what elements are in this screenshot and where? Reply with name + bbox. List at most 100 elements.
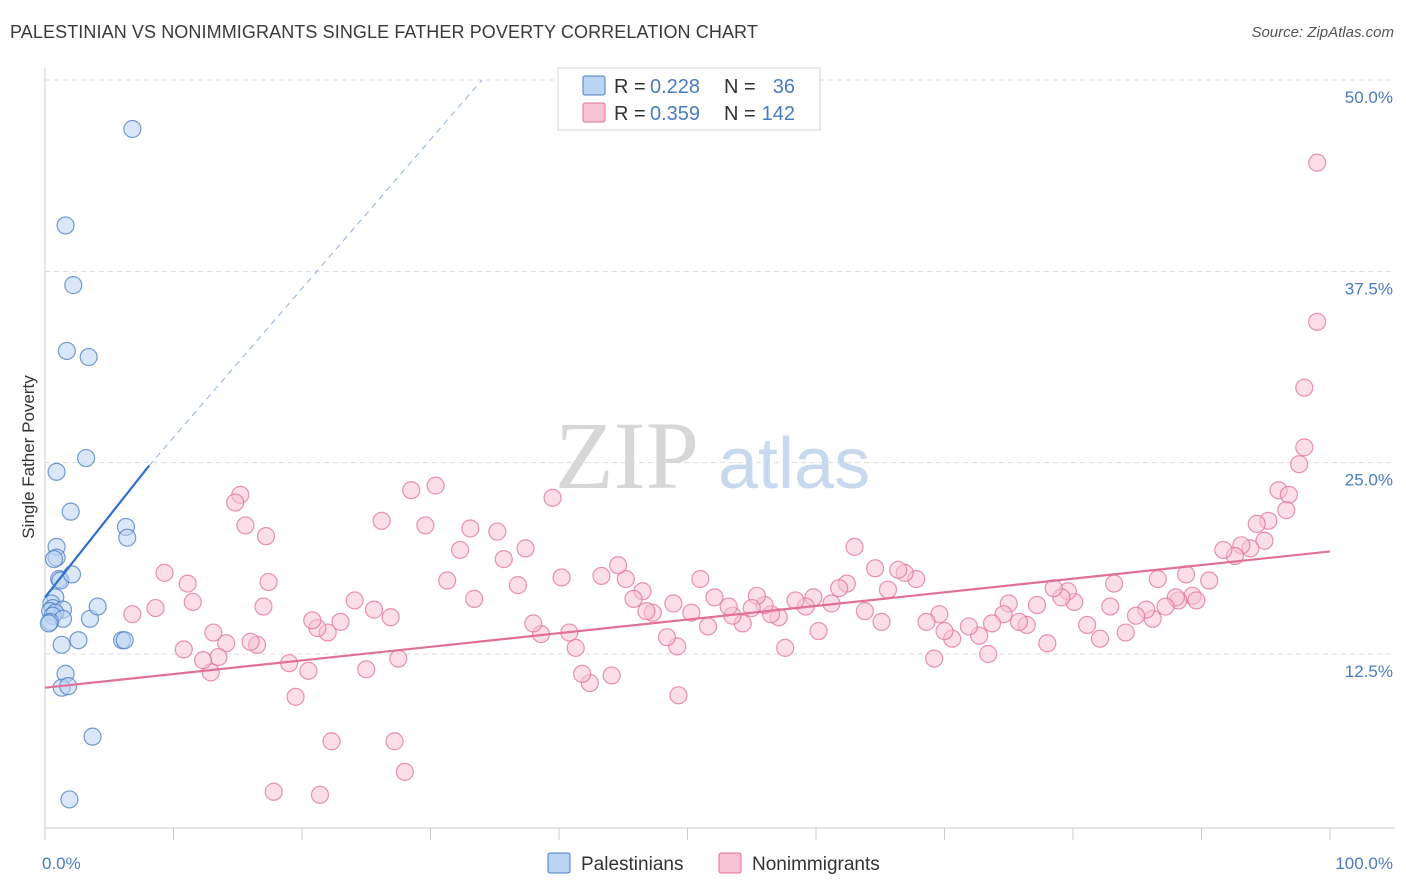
legend-n-value: 142 xyxy=(762,103,795,125)
nonimmigrants-point xyxy=(552,568,571,587)
nonimmigrants-point xyxy=(217,634,236,653)
stats-legend: R = 0.228 N = 36 R = 0.359 N = 142 xyxy=(557,67,821,131)
nonimmigrants-point xyxy=(254,597,273,616)
x-tick-labels: 0.0% 100.0% xyxy=(42,854,1393,873)
nonimmigrants-point xyxy=(299,661,318,680)
series-label-palestinians: Palestinians xyxy=(581,854,683,875)
palestinians-point xyxy=(56,216,75,235)
nonimmigrants-point xyxy=(776,638,795,657)
source-credit: Source: ZipAtlas.com xyxy=(1251,24,1394,41)
legend-swatch-blue xyxy=(582,75,606,96)
nonimmigrants-point xyxy=(1290,455,1309,474)
nonimmigrants-point xyxy=(264,782,283,801)
watermark-zip: ZIP xyxy=(555,402,699,509)
nonimmigrants-point xyxy=(1308,312,1327,331)
nonimmigrants-point xyxy=(1200,571,1219,590)
y-tick-label: 50.0% xyxy=(1345,88,1393,107)
nonimmigrants-point xyxy=(395,762,414,781)
nonimmigrants-point xyxy=(1027,595,1047,615)
nonimmigrants-point xyxy=(516,539,535,558)
nonimmigrants-point xyxy=(872,612,891,631)
nonimmigrants-point xyxy=(345,591,364,610)
nonimmigrants-point xyxy=(855,602,874,621)
nonimmigrants-point xyxy=(866,559,885,578)
nonimmigrants-point xyxy=(524,614,543,633)
palestinians-point xyxy=(123,119,142,139)
nonimmigrants-point xyxy=(698,617,718,636)
nonimmigrants-point xyxy=(364,600,384,619)
series-legend: Palestinians Nonimmigrants xyxy=(547,852,880,875)
nonimmigrants-point xyxy=(669,686,688,705)
nonimmigrants-point xyxy=(637,602,656,621)
nonimmigrants-point xyxy=(1187,591,1206,610)
nonimmigrants-point xyxy=(357,660,376,679)
nonimmigrants-point xyxy=(508,576,527,595)
nonimmigrants-point xyxy=(935,621,954,641)
y-tick-label: 12.5% xyxy=(1345,662,1393,681)
nonimmigrants-point xyxy=(1126,606,1146,625)
legend-n-label: N = xyxy=(724,76,756,98)
nonimmigrants-point xyxy=(682,603,701,622)
nonimmigrants-point xyxy=(878,580,898,599)
nonimmigrants-point xyxy=(664,594,683,613)
nonimmigrants-point xyxy=(1255,531,1274,550)
nonimmigrants-point xyxy=(256,527,276,546)
nonimmigrants-point xyxy=(705,588,724,607)
nonimmigrants-point xyxy=(845,537,864,556)
nonimmigrants-point xyxy=(310,785,330,804)
palestinians-point xyxy=(57,341,76,361)
nonimmigrants-point xyxy=(226,493,245,512)
palestinians-point xyxy=(64,276,83,295)
y-tick-label: 25.0% xyxy=(1345,471,1393,490)
nonimmigrants-point xyxy=(925,649,944,668)
series-swatch-palestinians xyxy=(547,852,571,874)
nonimmigrants-point xyxy=(1116,623,1135,642)
nonimmigrants-point xyxy=(809,621,828,641)
nonimmigrants-point xyxy=(426,476,445,495)
y-tick-label: 37.5% xyxy=(1345,279,1393,298)
nonimmigrants-point xyxy=(1038,634,1057,653)
palestinians-point xyxy=(115,631,134,650)
axes xyxy=(44,68,1395,840)
nonimmigrants-point xyxy=(573,664,592,683)
nonimmigrants-point xyxy=(259,572,278,592)
nonimmigrants-point xyxy=(1295,378,1314,397)
nonimmigrants-point xyxy=(1295,438,1314,457)
watermark-atlas: atlas xyxy=(718,424,870,504)
nonimmigrants-point xyxy=(204,623,223,642)
x-tick-label: 0.0% xyxy=(42,854,81,873)
nonimmigrants-point xyxy=(1176,565,1196,584)
nonimmigrants-point xyxy=(461,519,480,538)
nonimmigrants-point xyxy=(959,617,979,636)
nonimmigrants-point xyxy=(465,589,484,608)
y-axis-label: Single Father Poverty xyxy=(19,375,38,539)
nonimmigrants-point xyxy=(209,647,228,667)
palestinians-point xyxy=(39,614,58,633)
nonimmigrants-point xyxy=(193,651,213,670)
nonimmigrants-point xyxy=(331,612,350,631)
nonimmigrants-point xyxy=(416,516,435,535)
nonimmigrants-point xyxy=(322,732,341,751)
legend-r-value: 0.228 xyxy=(650,76,700,98)
palestinians-point xyxy=(118,528,137,547)
nonimmigrants-point xyxy=(450,540,470,560)
palestinians-point xyxy=(62,565,82,584)
trend-lines xyxy=(44,79,1331,689)
nonimmigrants-point xyxy=(616,569,635,589)
legend-r-label: R = xyxy=(614,76,646,98)
palestinians-point xyxy=(69,631,88,650)
y-tick-labels: 12.5% 25.0% 37.5% 50.0% xyxy=(1345,88,1393,681)
nonimmigrants-point xyxy=(1101,597,1120,616)
palestinians-point xyxy=(52,635,71,654)
legend-n-label: N = xyxy=(724,103,756,125)
nonimmigrants-point xyxy=(1105,574,1124,593)
nonimmigrants-point xyxy=(1009,612,1029,631)
nonimmigrants-point xyxy=(602,666,621,685)
chart-title: PALESTINIAN VS NONIMMIGRANTS SINGLE FATH… xyxy=(10,22,758,42)
nonimmigrants-point xyxy=(183,592,202,612)
nonimmigrants-point xyxy=(543,488,562,507)
nonimmigrants-point xyxy=(286,687,305,706)
nonimmigrants-point xyxy=(438,571,457,590)
nonimmigrants-point xyxy=(1078,615,1097,635)
nonimmigrants-point xyxy=(657,628,677,647)
